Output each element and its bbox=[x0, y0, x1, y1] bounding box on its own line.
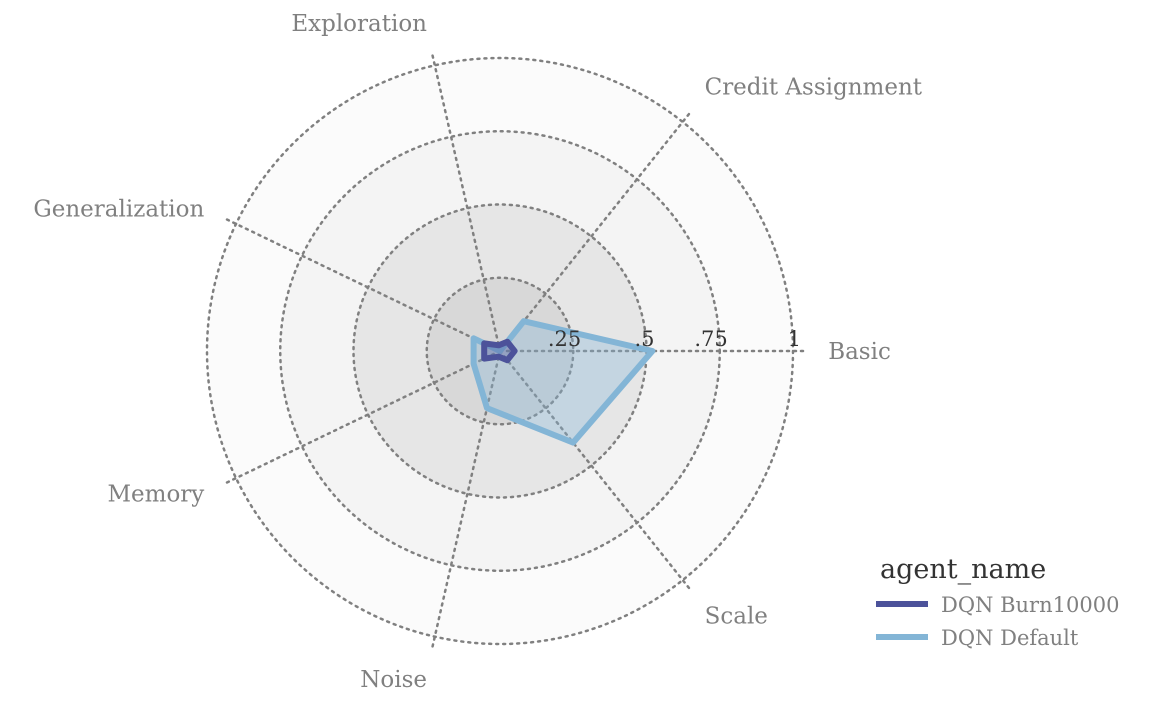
spoke-memory bbox=[225, 349, 502, 484]
axis-labels: Basic Credit Assignment Exploration General… bbox=[33, 11, 922, 693]
radial-tick-3: .75 bbox=[694, 327, 727, 351]
series-polygons bbox=[470, 318, 656, 446]
spoke-credit-assignment bbox=[498, 112, 691, 353]
series-line-dqn-burn10000 bbox=[481, 338, 518, 364]
spoke-exploration bbox=[431, 54, 502, 353]
axis-label-credit-assignment: Credit Assignment bbox=[705, 74, 923, 100]
legend: agent_name DQN Burn10000 DQN Default bbox=[876, 554, 1119, 650]
legend-label-dqn-burn10000: DQN Burn10000 bbox=[941, 593, 1119, 617]
axis-label-scale: Scale bbox=[705, 604, 768, 630]
radial-tick-4: 1 bbox=[788, 327, 801, 351]
axis-label-basic: Basic bbox=[828, 339, 891, 365]
axis-label-memory: Memory bbox=[107, 481, 204, 507]
spoke-noise bbox=[431, 349, 502, 648]
radial-tick-2: .5 bbox=[634, 327, 654, 351]
axis-label-generalization: Generalization bbox=[33, 197, 204, 223]
radial-tick-1: .25 bbox=[548, 327, 581, 351]
spoke-generalization bbox=[225, 218, 502, 353]
series-fill-dqn-default bbox=[473, 321, 653, 443]
grid-lines bbox=[205, 54, 805, 648]
series-line-dqn-default bbox=[470, 318, 656, 446]
axis-label-noise: Noise bbox=[360, 667, 427, 693]
radial-tick-labels: .25 .5 .75 1 bbox=[548, 327, 801, 351]
axis-label-exploration: Exploration bbox=[291, 11, 427, 37]
spoke-scale bbox=[498, 349, 691, 590]
legend-title: agent_name bbox=[880, 554, 1046, 585]
legend-label-dqn-default: DQN Default bbox=[941, 626, 1079, 650]
